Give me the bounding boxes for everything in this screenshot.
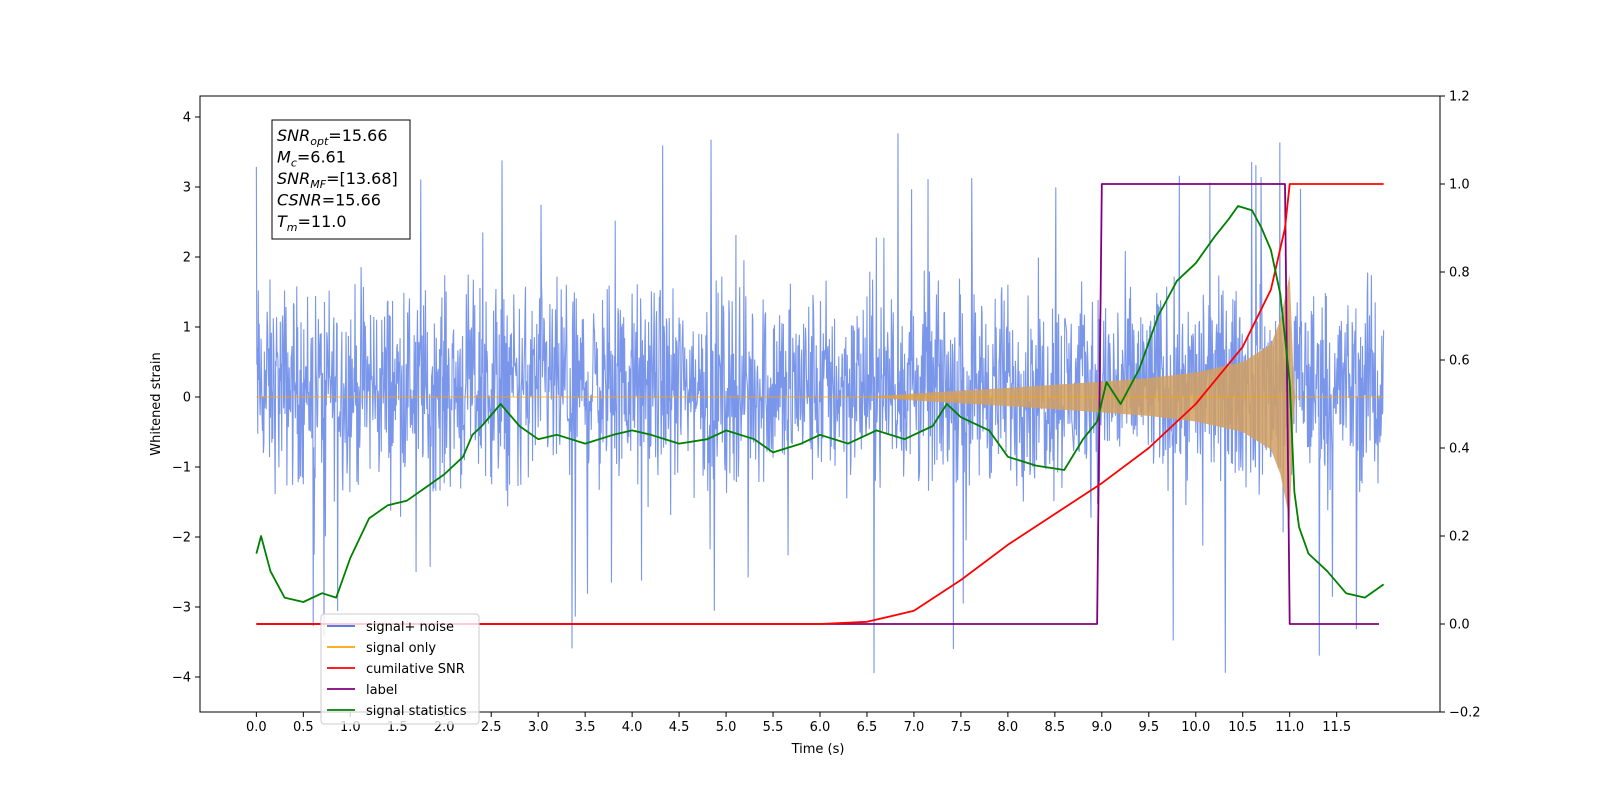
series-signal-plus-noise [255, 133, 1385, 674]
y-right-tick-label: 0.4 [1449, 442, 1470, 457]
legend: signal+ noise signal only cumilative SNR la… [320, 613, 480, 725]
x-tick-label: 2.5 [481, 720, 502, 735]
x-tick-label: 0.5 [293, 720, 314, 735]
x-tick-label: 11.0 [1275, 720, 1304, 735]
y-left-tick-label: −1 [172, 461, 191, 476]
y-left-tick-label: 3 [183, 181, 191, 196]
annotation-line: Tm=11.0 [277, 212, 347, 234]
x-tick-label: 9.0 [1091, 720, 1112, 735]
y-right-tick-label: 0.6 [1449, 354, 1470, 369]
x-tick-label: 4.5 [669, 720, 690, 735]
y-left-tick-label: −2 [172, 531, 191, 546]
y-left-tick-label: 4 [183, 111, 191, 126]
x-tick-label: 10.5 [1228, 720, 1257, 735]
x-tick-label: 3.0 [528, 720, 549, 735]
legend-label: cumilative SNR [366, 662, 465, 677]
y-left-tick-label: −4 [172, 671, 191, 686]
x-tick-label: 8.5 [1045, 720, 1066, 735]
x-tick-label: 0.0 [246, 720, 267, 735]
y-right-tick-label: −0.2 [1449, 706, 1481, 721]
x-tick-label: 5.0 [716, 720, 737, 735]
y-left-tick-label: 0 [183, 391, 191, 406]
series-signal-statistics [255, 205, 1385, 603]
x-tick-label: 5.5 [763, 720, 784, 735]
annotation-line: SNRMF=[13.68] [277, 169, 398, 191]
annotation-line: Mc=6.61 [277, 148, 346, 170]
x-tick-label: 3.5 [575, 720, 596, 735]
x-tick-label: 10.0 [1181, 720, 1210, 735]
annotation-line: SNRopt=15.66 [277, 126, 388, 148]
legend-label: signal+ noise [366, 620, 454, 635]
x-tick-label: 7.5 [951, 720, 972, 735]
legend-label: signal statistics [366, 704, 467, 719]
x-tick-label: 11.5 [1322, 720, 1351, 735]
x-tick-label: 7.0 [904, 720, 925, 735]
y-left-tick-label: 1 [183, 321, 191, 336]
x-tick-label: 6.5 [857, 720, 878, 735]
x-tick-label: 4.0 [622, 720, 643, 735]
y-axis-label: Whitened strain [149, 352, 164, 455]
annotation-box: SNRopt=15.66Mc=6.61SNRMF=[13.68]CSNR=15.… [271, 119, 411, 240]
legend-frame [320, 613, 480, 725]
y-right-tick-label: 0.2 [1449, 530, 1470, 545]
series-cumilative-snr [256, 183, 1384, 625]
annotation-frame [271, 119, 411, 240]
y-right-tick-label: 0.8 [1449, 266, 1470, 281]
y-right-tick-label: 1.2 [1449, 90, 1470, 105]
x-axis-label: Time (s) [791, 742, 845, 757]
series-label [256, 183, 1379, 625]
y-left-tick-label: 2 [183, 251, 191, 266]
x-tick-label: 6.0 [810, 720, 831, 735]
legend-label: label [366, 683, 397, 698]
plot-area [255, 133, 1385, 674]
x-tick-label: 8.0 [998, 720, 1019, 735]
legend-label: signal only [366, 641, 436, 656]
x-tick-label: 9.5 [1138, 720, 1159, 735]
y-right-tick-label: 1.0 [1449, 178, 1470, 193]
y-left-tick-label: −3 [172, 601, 191, 616]
y-right-tick-label: 0.0 [1449, 618, 1470, 633]
annotation-line: CSNR=15.66 [277, 191, 381, 210]
